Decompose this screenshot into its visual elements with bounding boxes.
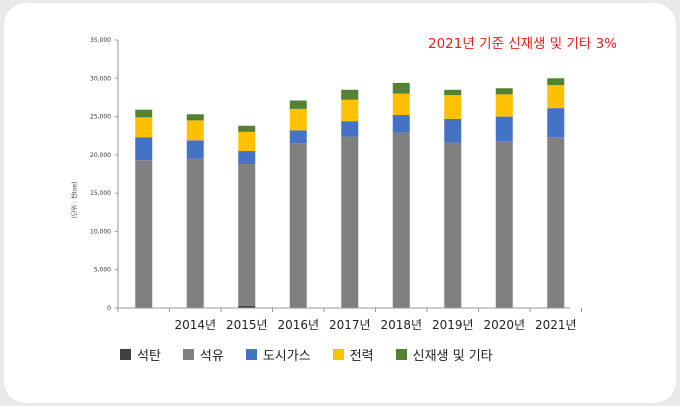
bar-segment-5-5 xyxy=(341,89,359,100)
bar-segment-7-4 xyxy=(444,95,462,119)
bar-segment-1-2 xyxy=(135,160,153,308)
bars-group xyxy=(135,78,565,308)
bar-segment-9-4 xyxy=(547,85,565,109)
y-tick-label: 25,000 xyxy=(90,114,111,121)
bar-segment-6-2 xyxy=(392,132,410,308)
y-tick-label: 5,000 xyxy=(94,267,111,274)
bar-segment-5-2 xyxy=(341,136,359,308)
bar-segment-4-3 xyxy=(289,130,307,144)
bar-segment-6-5 xyxy=(392,82,410,94)
legend-item: 도시가스 xyxy=(245,345,311,364)
bar-segment-7-2 xyxy=(444,142,462,308)
x-tick-label: 2019년 xyxy=(432,318,474,332)
bar-segment-3-4 xyxy=(238,131,256,152)
y-tick-label: 20,000 xyxy=(90,152,111,159)
bar-segment-9-5 xyxy=(547,78,565,86)
x-tick-label: 2014년 xyxy=(174,318,216,332)
bar-segment-4-2 xyxy=(289,143,307,308)
legend-item: 전력 xyxy=(332,345,374,364)
bar-segment-3-2 xyxy=(238,164,256,306)
bar-segment-1-3 xyxy=(135,137,153,161)
axes-group xyxy=(117,40,570,309)
bar-segment-3-3 xyxy=(238,151,256,165)
bar-segment-8-2 xyxy=(495,141,513,308)
x-tick-label: 2017년 xyxy=(329,318,371,332)
legend-swatch xyxy=(245,349,257,360)
bar-segment-1-5 xyxy=(135,109,153,118)
x-tick-label: 2016년 xyxy=(277,318,319,332)
legend-label: 도시가스 xyxy=(262,349,311,364)
chart-legend: 석탄 석유 도시가스 전력 신재생 및 기타 xyxy=(120,345,493,364)
legend-item: 석유 xyxy=(182,345,224,364)
bar-segment-8-5 xyxy=(495,88,513,95)
bar-segment-7-5 xyxy=(444,89,462,96)
bar-segment-2-4 xyxy=(186,120,204,141)
bar-segment-8-3 xyxy=(495,116,513,142)
legend-label: 석탄 xyxy=(137,349,161,364)
bar-segment-6-4 xyxy=(392,93,410,116)
y-tick-label: 15,000 xyxy=(90,190,111,197)
y-tick-label: 30,000 xyxy=(90,75,111,82)
legend-swatch xyxy=(120,349,131,360)
bar-segment-9-2 xyxy=(547,137,565,308)
bar-segment-2-3 xyxy=(186,140,204,159)
legend-swatch xyxy=(332,349,344,360)
bar-segment-3-1 xyxy=(238,305,256,308)
bar-segment-5-4 xyxy=(341,99,359,122)
bar-segment-5-3 xyxy=(341,121,359,137)
bar-segment-3-5 xyxy=(238,125,256,132)
x-tick-label: 2015년 xyxy=(226,318,268,332)
bar-segment-9-3 xyxy=(547,108,565,138)
y-ticks-group: 0 5,000 10,000 15,000 20,000 25,000 30,000 35,0… xyxy=(90,37,118,312)
y-tick-label: 0 xyxy=(107,305,111,312)
y-tick-label: 35,000 xyxy=(90,37,111,44)
x-ticks-group: 2014년 2015년 2016년 2017년 2018년 2019년 2020년 2021년 xyxy=(117,308,582,332)
bar-segment-1-4 xyxy=(135,117,153,138)
chart-annotation: 2021년 기준 신재생 및 기타 3% xyxy=(428,36,618,52)
bar-segment-2-5 xyxy=(186,114,204,121)
x-tick-label: 2018년 xyxy=(380,318,422,332)
legend-item: 석탄 xyxy=(120,345,161,364)
bar-segment-8-4 xyxy=(495,94,513,117)
y-tick-label: 10,000 xyxy=(90,228,111,235)
legend-item: 신재생 및 기타 xyxy=(395,345,493,364)
bar-segment-7-3 xyxy=(444,118,462,143)
x-tick-label: 2020년 xyxy=(483,318,525,332)
bar-segment-6-3 xyxy=(392,115,410,133)
legend-label: 전력 xyxy=(349,349,374,364)
legend-label: 석유 xyxy=(199,349,224,364)
legend-swatch xyxy=(182,349,194,360)
bar-segment-2-2 xyxy=(186,158,204,308)
legend-swatch xyxy=(395,349,407,360)
x-tick-label: 2021년 xyxy=(535,318,577,332)
bar-segment-4-5 xyxy=(289,100,307,109)
bar-segment-4-4 xyxy=(289,108,307,131)
legend-label: 신재생 및 기타 xyxy=(412,349,493,364)
